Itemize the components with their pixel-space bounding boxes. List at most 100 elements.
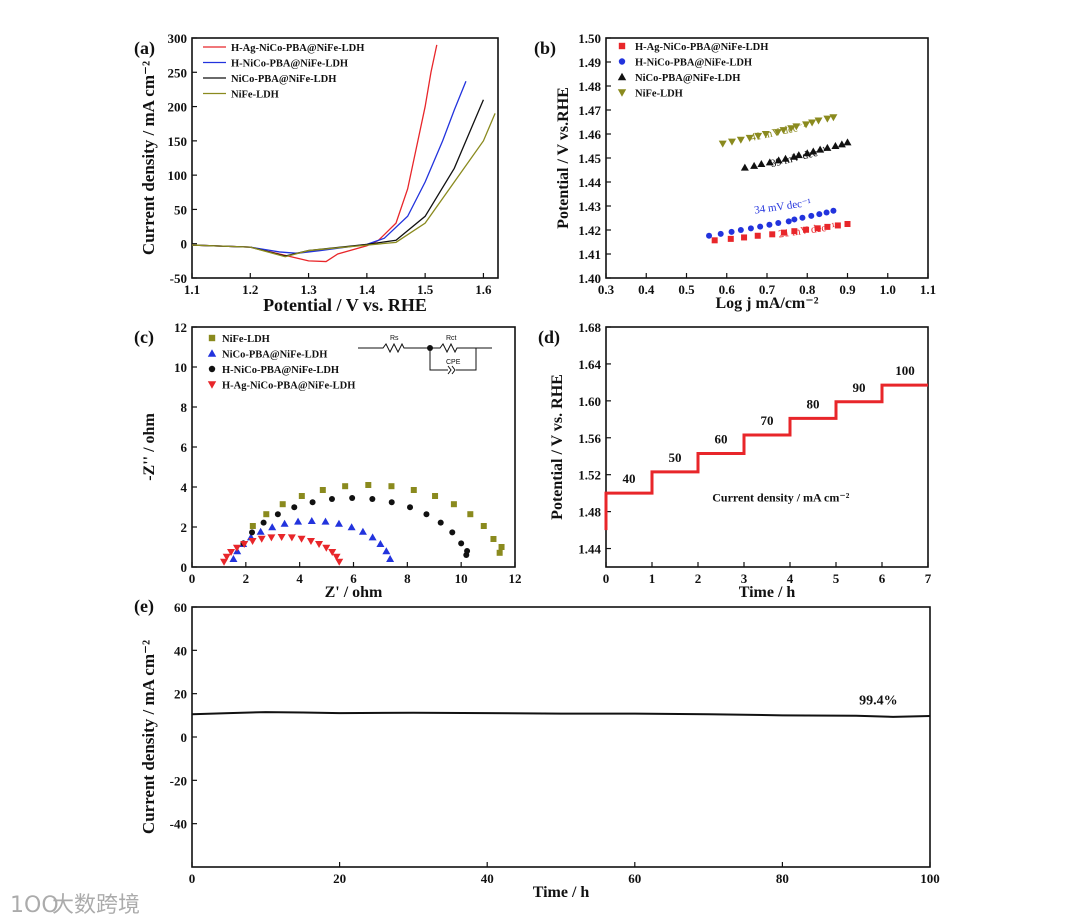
- data-point-2: [816, 145, 825, 153]
- retention-annotation: 99.4%: [859, 694, 898, 709]
- y-axis-label: Current density / mA cm⁻²: [139, 640, 158, 834]
- data-point-2: [274, 511, 281, 518]
- data-point-1: [785, 218, 792, 225]
- data-point-3: [745, 134, 754, 142]
- legend-label: NiFe-LDH: [222, 334, 270, 345]
- data-point-3: [315, 541, 324, 548]
- data-point-1: [757, 223, 764, 230]
- watermark-text: 大数跨境: [52, 893, 140, 918]
- y-tick-label: 150: [168, 134, 188, 149]
- y-tick-label: 200: [168, 100, 188, 115]
- data-point-3: [287, 534, 296, 542]
- data-point-2: [831, 142, 840, 149]
- y-tick-label: 1.50: [578, 31, 601, 46]
- data-point-0: [834, 222, 841, 229]
- y-tick-label: 6: [181, 440, 188, 455]
- data-point-0: [365, 482, 372, 488]
- panel-label: (a): [134, 38, 155, 59]
- data-point-3: [814, 117, 823, 125]
- x-axis-label: Time / h: [739, 584, 796, 601]
- data-point-3: [773, 129, 782, 137]
- x-tick-label: 1.1: [920, 282, 936, 297]
- data-point-3: [808, 119, 817, 127]
- data-point-2: [837, 140, 846, 148]
- step-current-label: 90: [853, 380, 866, 395]
- data-point-1: [737, 227, 744, 233]
- y-tick-label: -20: [170, 773, 187, 788]
- circuit-node: [427, 345, 433, 351]
- legend-label: NiCo-PBA@NiFe-LDH: [635, 73, 740, 84]
- x-tick-label: 8: [404, 571, 411, 586]
- data-point-0: [298, 493, 305, 499]
- x-tick-label: 3: [741, 571, 748, 586]
- y-axis-label: Current density / mA cm⁻²: [139, 61, 158, 255]
- x-tick-label: 7: [925, 571, 932, 586]
- data-point-1: [280, 519, 289, 527]
- x-tick-label: 6: [350, 571, 357, 586]
- circuit-rs-label: Rs: [390, 335, 399, 342]
- data-point-0: [780, 229, 787, 236]
- y-tick-label: 8: [181, 400, 188, 415]
- legend-label: H-NiCo-PBA@NiFe-LDH: [222, 365, 339, 376]
- legend-label: H-Ag-NiCo-PBA@NiFe-LDH: [231, 43, 364, 54]
- data-point-0: [342, 483, 349, 490]
- data-point-3: [727, 138, 736, 146]
- data-point-0: [498, 544, 505, 550]
- x-tick-label: 0: [603, 571, 610, 586]
- data-point-0: [467, 511, 474, 518]
- legend-marker: [617, 89, 627, 97]
- series-line-3: [191, 113, 496, 258]
- y-axis-label: Potential / V vs.RHE: [555, 87, 572, 229]
- data-point-2: [809, 147, 818, 155]
- y-tick-label: 0: [181, 730, 188, 745]
- step-current-label: 100: [895, 363, 915, 378]
- data-point-2: [803, 149, 812, 157]
- x-tick-label: 1.0: [880, 282, 896, 297]
- legend-marker: [618, 58, 626, 65]
- series-line-2: [191, 99, 485, 257]
- panel-label: (b): [534, 38, 556, 59]
- legend-marker: [208, 365, 216, 373]
- y-tick-label: 1.56: [578, 431, 601, 446]
- data-point-2: [750, 161, 759, 169]
- data-point-1: [766, 221, 773, 228]
- y-tick-label: 1.60: [578, 394, 601, 409]
- tafel-slope-label: 21 mV dec⁻¹: [778, 221, 836, 241]
- watermark-logo: 1OO: [10, 893, 59, 918]
- data-point-2: [407, 504, 414, 511]
- step-current-label: 80: [807, 396, 820, 411]
- watermark: 1OO 大数跨境: [10, 893, 140, 918]
- y-axis-label: -Z'' / ohm: [141, 413, 158, 481]
- data-point-3: [792, 123, 801, 131]
- data-point-2: [437, 519, 444, 526]
- potential-step-line: [604, 383, 928, 531]
- x-tick-label: 6: [879, 571, 886, 586]
- data-point-1: [808, 212, 815, 219]
- data-point-2: [458, 540, 465, 547]
- y-tick-label: 20: [174, 687, 187, 702]
- y-tick-label: 1.43: [578, 199, 601, 214]
- data-point-0: [844, 221, 851, 227]
- x-tick-label: 80: [776, 871, 789, 886]
- data-point-0: [432, 493, 439, 499]
- x-tick-label: 20: [333, 871, 346, 886]
- legend-marker: [207, 349, 217, 357]
- x-tick-label: 0.9: [839, 282, 856, 297]
- step-current-label: 40: [623, 471, 636, 486]
- data-point-0: [814, 225, 821, 232]
- legend-label: H-Ag-NiCo-PBA@NiFe-LDH: [635, 42, 768, 53]
- data-point-1: [294, 517, 303, 525]
- x-tick-label: 0.4: [638, 282, 655, 297]
- panel-e: 0 20 40 60 80 100 -40 -20 0 20 40 60 Time / h Current…: [134, 596, 940, 901]
- tafel-slope-label: 41 mV dec⁻¹: [749, 120, 807, 144]
- plot-frame: [191, 326, 516, 568]
- x-tick-label: 0.8: [799, 282, 816, 297]
- x-tick-label: 40: [481, 871, 494, 886]
- y-tick-label: 1.48: [578, 505, 601, 520]
- data-point-2: [369, 496, 376, 502]
- legend-label: H-NiCo-PBA@NiFe-LDH: [231, 59, 348, 70]
- data-point-2: [449, 529, 456, 536]
- data-point-0: [741, 234, 748, 241]
- data-point-1: [382, 547, 391, 555]
